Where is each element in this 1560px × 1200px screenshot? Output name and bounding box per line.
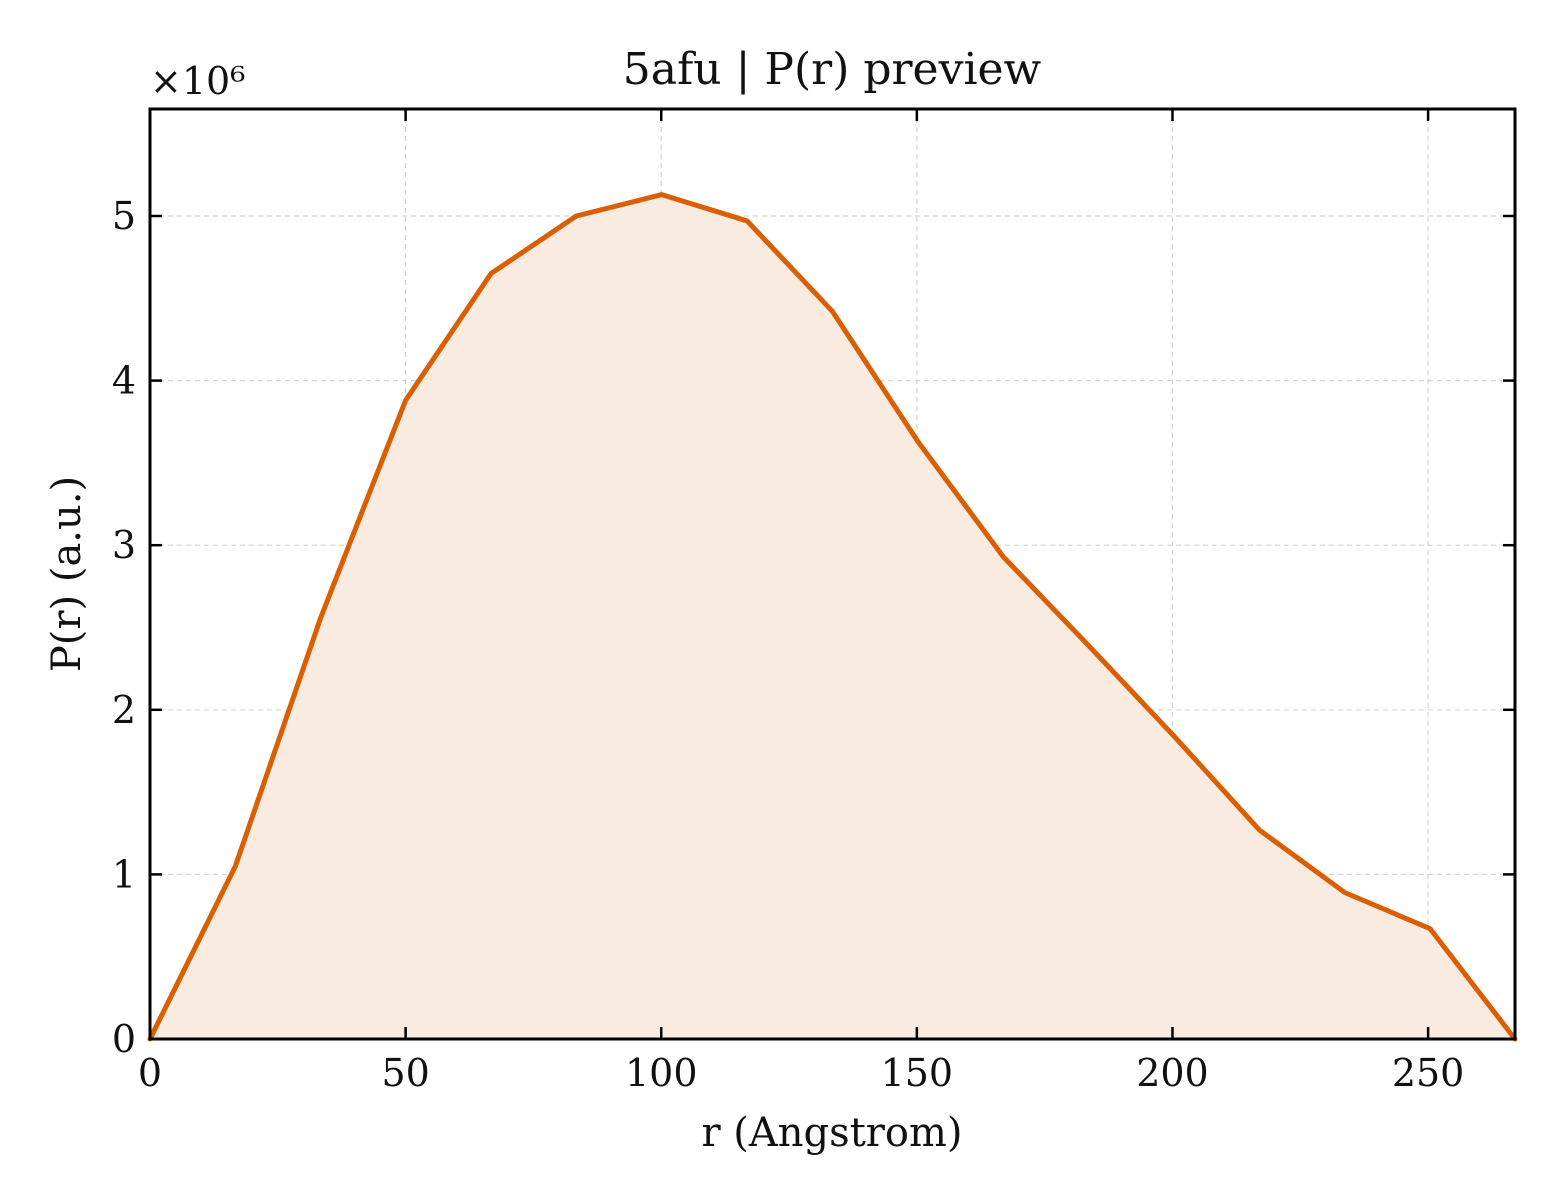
pr-area-fill bbox=[150, 194, 1515, 1040]
y-axis-multiplier: ×10⁶ bbox=[150, 59, 245, 103]
x-tick-label: 150 bbox=[881, 1051, 954, 1095]
y-tick-label: 5 bbox=[112, 194, 136, 238]
y-tick-label: 0 bbox=[112, 1017, 136, 1061]
x-tick-label: 0 bbox=[138, 1051, 162, 1095]
series-layer bbox=[147, 192, 1518, 1042]
ticks: 0 50 100 150 200 250 0 1 2 3 4 5 bbox=[112, 109, 1515, 1095]
y-axis-label: P(r) (a.u.) bbox=[44, 476, 90, 672]
x-tick-label: 50 bbox=[381, 1051, 429, 1095]
plot-frame bbox=[148, 107, 1517, 1041]
x-tick-label: 100 bbox=[625, 1051, 698, 1095]
x-tick-label: 200 bbox=[1136, 1051, 1209, 1095]
y-tick-label: 1 bbox=[112, 852, 136, 896]
chart-title: 5afu | P(r) preview bbox=[623, 44, 1042, 95]
x-axis-label: r (Angstrom) bbox=[701, 1110, 962, 1156]
y-tick-label: 4 bbox=[112, 359, 136, 403]
y-tick-label: 3 bbox=[112, 523, 136, 567]
y-tick-label: 2 bbox=[112, 688, 136, 732]
x-tick-label: 250 bbox=[1392, 1051, 1465, 1095]
